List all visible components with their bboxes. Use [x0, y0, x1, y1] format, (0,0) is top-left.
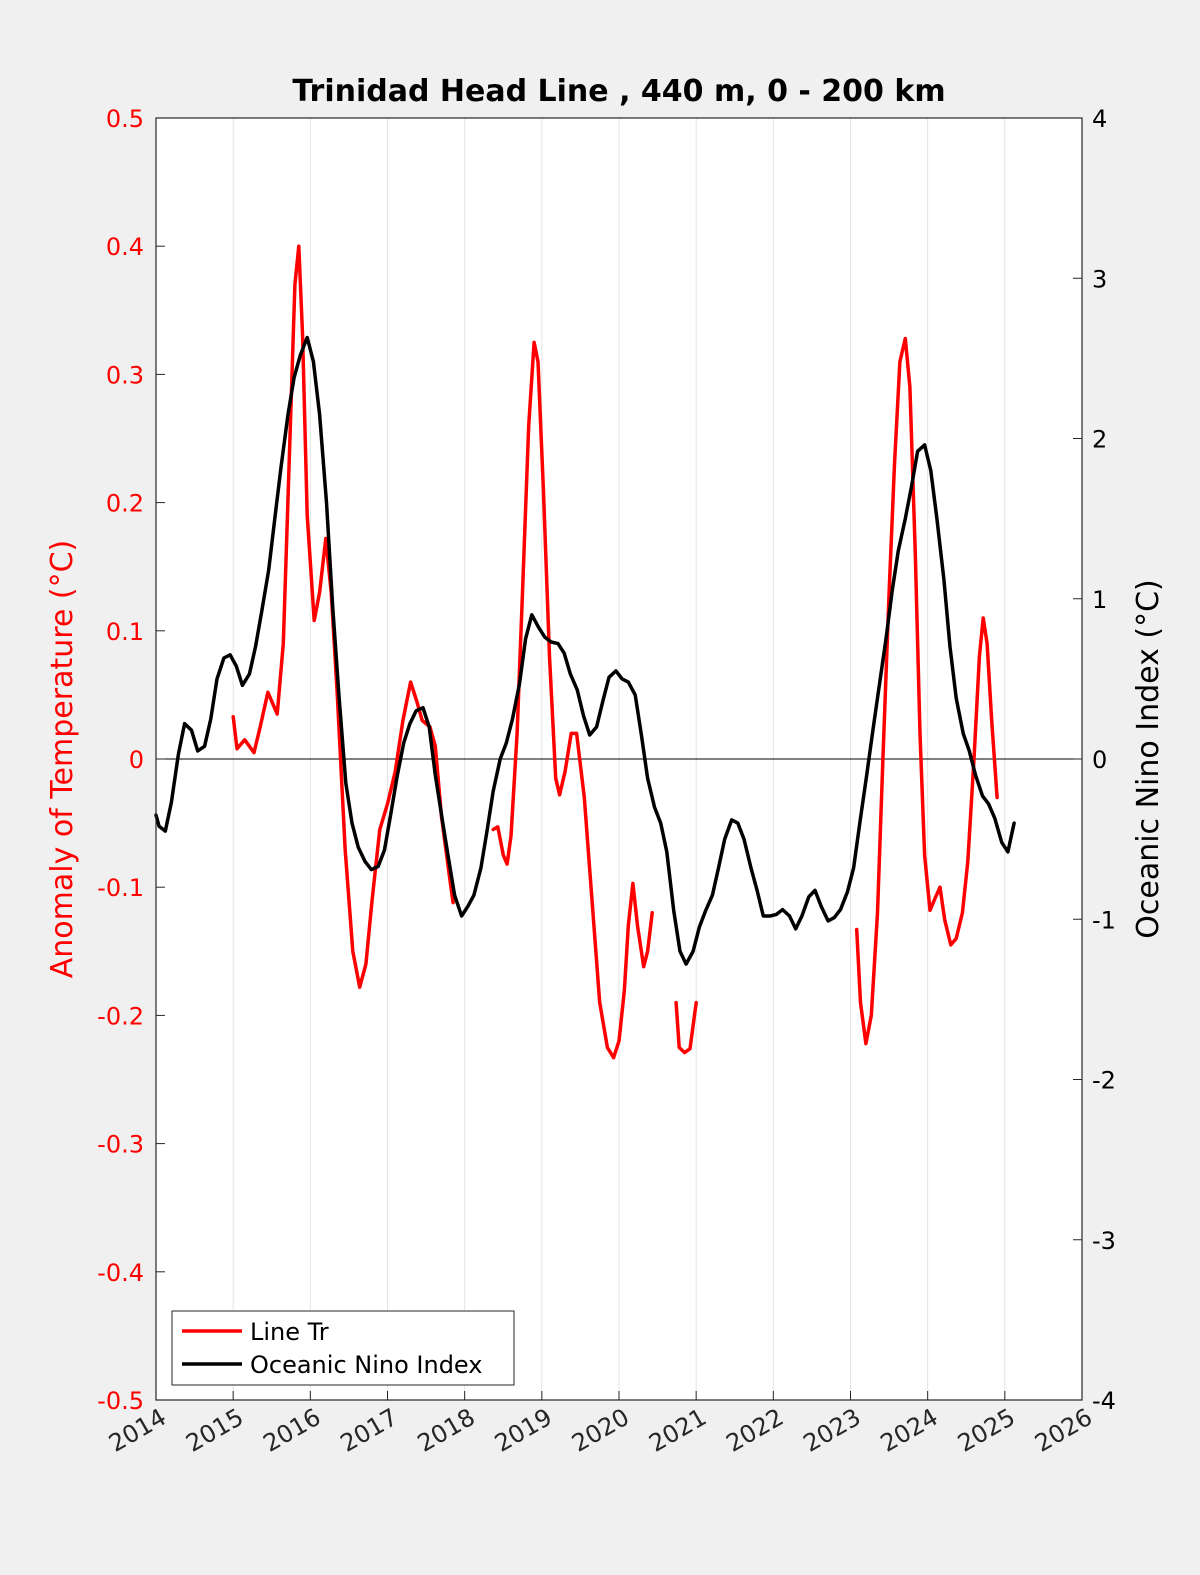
line-tr-series-segment-3	[854, 336, 999, 1046]
left-tick-label: 0.5	[106, 105, 144, 133]
line-tr-series-segment-1	[491, 340, 654, 1060]
right-tick-label: -4	[1092, 1387, 1116, 1415]
left-tick-label: -0.4	[97, 1259, 144, 1287]
left-tick-label: -0.5	[97, 1387, 144, 1415]
right-tick-label: -1	[1092, 906, 1116, 934]
left-tick-label: -0.1	[97, 874, 144, 902]
series-lines	[154, 244, 1016, 1060]
oni-series-segment-0	[154, 335, 1016, 966]
line-tr-series-segment-2	[674, 1000, 698, 1055]
axis-ticks: 2014 2015 2016 2017 2018 2019 2020 2021 2022 2023…	[97, 105, 1116, 1458]
legend: Line Tr Oceanic Nino Index	[171, 1310, 515, 1386]
left-tick-label: -0.3	[97, 1131, 144, 1159]
left-axis-label: Anomaly of Temperature (°C)	[45, 540, 80, 979]
right-tick-label: 4	[1092, 105, 1107, 133]
right-axis-label: Oceanic Nino Index (°C)	[1131, 579, 1166, 939]
right-tick-label: -2	[1092, 1067, 1116, 1095]
left-tick-label: 0.3	[106, 361, 144, 389]
left-tick-label: 0	[129, 746, 144, 774]
legend-label-oni: Oceanic Nino Index	[250, 1351, 482, 1379]
right-tick-label: 1	[1092, 586, 1107, 614]
legend-box	[171, 1310, 515, 1386]
right-tick-label: 3	[1092, 265, 1107, 293]
left-tick-label: 0.4	[106, 233, 144, 261]
chart-title: Trinidad Head Line , 440 m, 0 - 200 km	[292, 74, 945, 109]
right-tick-label: 0	[1092, 746, 1107, 774]
right-tick-label: 2	[1092, 426, 1107, 454]
left-tick-label: 0.1	[106, 618, 144, 646]
legend-label-line-tr: Line Tr	[250, 1318, 329, 1346]
left-tick-label: 0.2	[106, 490, 144, 518]
right-tick-label: -3	[1092, 1227, 1116, 1255]
left-tick-label: -0.2	[97, 1002, 144, 1030]
